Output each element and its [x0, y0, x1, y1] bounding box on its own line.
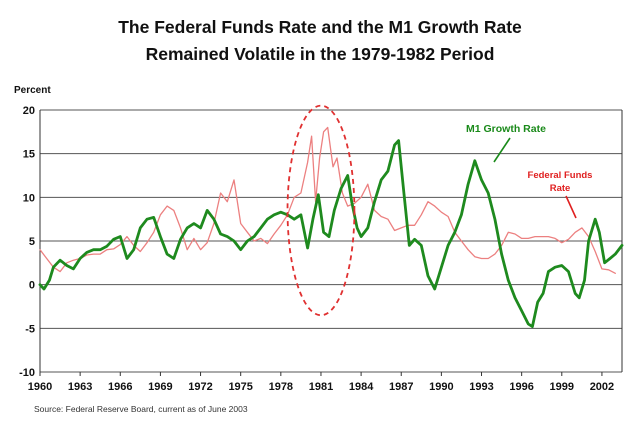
x-tick-label: 1993 — [469, 381, 493, 393]
x-tick-label: 1975 — [228, 381, 252, 393]
chart-title-line-2: Remained Volatile in the 1979-1982 Perio… — [146, 44, 495, 64]
series-line-m1-growth-rate — [38, 139, 624, 328]
series-lines — [38, 126, 624, 328]
chart-title-line-1: The Federal Funds Rate and the M1 Growth… — [118, 17, 522, 37]
x-tick-label: 1996 — [509, 381, 533, 393]
source-note: Source: Federal Reserve Board, current a… — [34, 404, 248, 414]
y-tick-label: 10 — [23, 192, 35, 204]
x-tick-label: 1999 — [550, 381, 574, 393]
y-tick-label: 5 — [29, 236, 35, 248]
y-tick-label: -5 — [25, 323, 35, 335]
annotation-ff-arrow — [565, 195, 577, 219]
highlight-region — [286, 104, 356, 317]
annotation-ff-label-line-1: Federal Funds — [528, 170, 593, 181]
x-tick-label: 2002 — [590, 381, 614, 393]
x-tick-label: 1987 — [389, 381, 413, 393]
x-tick-label: 1978 — [269, 381, 293, 393]
annotation-m1-label: M1 Growth Rate — [466, 123, 546, 135]
y-axis-label: Percent — [14, 85, 51, 96]
y-tick-label: 15 — [23, 149, 35, 161]
y-axis-ticks: 20 15 10 5 0 -5 -10 — [19, 105, 35, 379]
x-axis-ticks: 1960 1963 1966 1969 1972 1975 1978 1981 1984 1987… — [28, 372, 614, 393]
annotation-m1-arrow — [493, 137, 511, 163]
y-tick-label: 0 — [29, 280, 35, 292]
highlight-ellipse-1979-1982 — [286, 104, 356, 317]
x-tick-label: 1981 — [309, 381, 333, 393]
x-tick-label: 1963 — [68, 381, 92, 393]
annotation-ff-label-line-2: Rate — [550, 183, 571, 194]
x-tick-label: 1990 — [429, 381, 453, 393]
x-tick-label: 1972 — [188, 381, 212, 393]
x-tick-label: 1966 — [108, 381, 132, 393]
series-line-federal-funds-rate — [39, 126, 616, 274]
x-tick-label: 1960 — [28, 381, 52, 393]
x-tick-label: 1984 — [349, 381, 374, 393]
y-tick-label: -10 — [19, 367, 35, 379]
x-tick-label: 1969 — [148, 381, 172, 393]
y-tick-label: 20 — [23, 105, 35, 117]
